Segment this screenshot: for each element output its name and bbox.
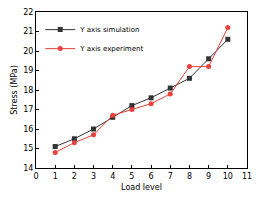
svg-text:10: 10: [223, 172, 233, 181]
svg-text:18: 18: [23, 86, 33, 95]
svg-text:7: 7: [168, 172, 173, 181]
svg-text:9: 9: [206, 172, 211, 181]
svg-text:Y axis simulation: Y axis simulation: [79, 26, 139, 34]
svg-text:4: 4: [110, 172, 115, 181]
svg-text:Stress (MPa): Stress (MPa): [10, 65, 19, 115]
svg-text:1: 1: [53, 172, 58, 181]
svg-text:21: 21: [23, 27, 33, 36]
svg-text:0: 0: [33, 172, 38, 181]
svg-text:Y axis experiment: Y axis experiment: [79, 45, 143, 53]
svg-text:5: 5: [129, 172, 134, 181]
svg-text:8: 8: [187, 172, 192, 181]
svg-text:2: 2: [72, 172, 77, 181]
svg-text:20: 20: [23, 47, 33, 56]
svg-text:3: 3: [91, 172, 96, 181]
svg-text:16: 16: [23, 125, 33, 134]
svg-text:15: 15: [23, 144, 33, 153]
svg-text:14: 14: [23, 164, 33, 173]
svg-text:19: 19: [23, 66, 33, 75]
svg-text:17: 17: [23, 105, 33, 114]
svg-text:6: 6: [149, 172, 154, 181]
svg-text:22: 22: [23, 8, 33, 17]
svg-text:Load level: Load level: [121, 183, 162, 192]
svg-text:11: 11: [242, 172, 252, 181]
